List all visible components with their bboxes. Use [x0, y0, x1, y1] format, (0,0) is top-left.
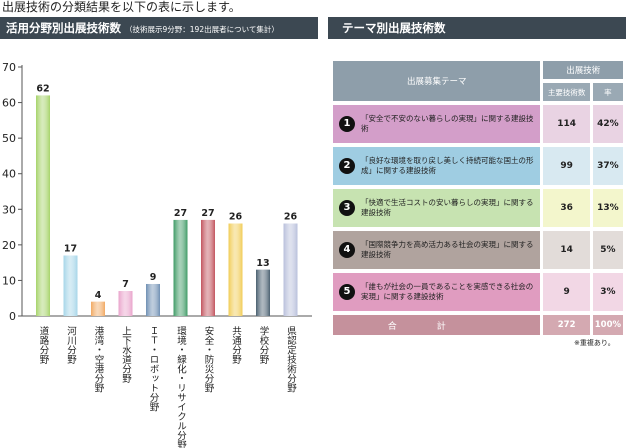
y-tick-label: 70: [2, 61, 16, 74]
count-cell: 36: [543, 189, 590, 227]
footnote: ※重複あり。: [574, 339, 615, 347]
theme-number-badge: 2: [339, 158, 355, 174]
bar-shine: [118, 291, 133, 316]
bar-value-label: 27: [201, 208, 214, 219]
bar-chart: 0 10 20 30 40 50 60 70 62 道路分野 17 河川分野 4 港湾・空港分野 7 上下水道…: [2, 61, 312, 448]
theme-number-badge: 3: [339, 200, 355, 216]
category-label: 港湾・空港分野: [93, 325, 105, 392]
rate-cell: 13%: [592, 189, 623, 227]
rate-cell: 5%: [592, 231, 623, 269]
y-tick-label: 30: [2, 203, 16, 216]
count-cell: 99: [543, 147, 590, 185]
theme-cell: 4 「国際競争力を高め活力ある社会の実現」に関する建設技術: [333, 231, 541, 269]
header-count: 主要技術数: [543, 83, 590, 101]
category-label: 県認定技術分野: [285, 326, 297, 393]
bar-value-label: 13: [256, 258, 269, 269]
table-row: 1 「安全で不安のない暮らしの実現」に関する建設技術 114 42%: [333, 105, 623, 143]
table-header-row: 出展募集テーマ 出展技術: [333, 61, 623, 101]
left-panel-title: 活用分野別出展技術数: [6, 21, 121, 35]
category-label: 安全・防災分野: [203, 325, 215, 392]
count-cell: 114: [543, 105, 590, 143]
bar-value-label: 62: [36, 83, 49, 94]
theme-cell: 5 「誰もが社会の一員であることを実感できる社会の実現」に関する建設技術: [333, 273, 541, 311]
bar-shine: [91, 301, 105, 316]
table-body: 1 「安全で不安のない暮らしの実現」に関する建設技術 114 42% 2 「良好な環境を取…: [333, 105, 623, 311]
table-total-row: 合計 272 100%: [333, 315, 623, 335]
intro-text: 出展技術の分類結果を以下の表に示します。: [2, 0, 241, 14]
theme-text: 「良好な環境を取り戻し美しく持続可能な国土の形成」に関する建設技術: [361, 156, 534, 175]
theme-number-badge: 1: [339, 116, 355, 132]
bar-shine: [63, 255, 78, 316]
bar-value-label: 26: [229, 212, 243, 223]
category-label: 環境・緑化・リサイクル分野: [175, 326, 187, 448]
category-label: 学校分野: [258, 325, 270, 364]
bar-value-label: 27: [174, 208, 187, 219]
theme-cell: 3 「快適で生活コストの安い暮らしの実現」に関する建設技術: [333, 189, 541, 227]
bar-value-label: 4: [95, 290, 102, 301]
header-group: 出展技術: [543, 61, 623, 79]
left-panel-header: 活用分野別出展技術数 （技術展示9分野：192出展者について集計）: [0, 17, 318, 39]
category-label: 共通分野: [230, 326, 242, 364]
header-rate: 率: [592, 83, 623, 101]
table-row: 2 「良好な環境を取り戻し美しく持続可能な国土の形成」に関する建設技術 99 37%: [333, 147, 623, 185]
table-row: 3 「快適で生活コストの安い暮らしの実現」に関する建設技術 36 13%: [333, 189, 623, 227]
count-cell: 14: [543, 231, 590, 269]
total-rate: 100%: [592, 315, 623, 335]
total-count: 272: [543, 315, 590, 335]
theme-number-badge: 4: [339, 242, 355, 258]
theme-cell: 1 「安全で不安のない暮らしの実現」に関する建設技術: [333, 105, 541, 143]
table-row: 4 「国際競争力を高め活力ある社会の実現」に関する建設技術 14 5%: [333, 231, 623, 269]
category-label: 道路分野: [38, 325, 50, 364]
rate-cell: 37%: [592, 147, 623, 185]
y-tick-label: 0: [9, 310, 16, 323]
rate-cell: 42%: [592, 105, 623, 143]
left-panel-subtitle: （技術展示9分野：192出展者について集計）: [125, 25, 279, 34]
y-tick-label: 60: [2, 97, 16, 110]
right-panel-header: テーマ別出展技術数: [328, 17, 626, 39]
bar-shine: [228, 223, 243, 316]
category-label: 河川分野: [65, 325, 77, 364]
header-theme: 出展募集テーマ: [333, 61, 541, 101]
theme-text: 「安全で不安のない暮らしの実現」に関する建設技術: [361, 114, 534, 133]
bar-shine: [283, 223, 298, 316]
y-tick-label: 50: [2, 132, 16, 145]
theme-cell: 2 「良好な環境を取り戻し美しく持続可能な国土の形成」に関する建設技術: [333, 147, 541, 185]
bar-shine: [36, 95, 50, 316]
bar-shine: [146, 283, 160, 316]
count-cell: 9: [543, 273, 590, 311]
bar-shine: [173, 219, 188, 316]
table-row: 5 「誰もが社会の一員であることを実感できる社会の実現」に関する建設技術 9 3%: [333, 273, 623, 311]
bar-value-label: 26: [284, 212, 298, 223]
bar-value-label: 9: [150, 272, 157, 283]
bar-shine: [256, 269, 270, 316]
bar-value-label: 17: [64, 244, 77, 255]
category-label: ＩＴ・ロボット分野: [148, 326, 160, 412]
table-subheader-row: 主要技術数 率: [333, 83, 623, 101]
y-tick-label: 40: [2, 168, 16, 181]
rate-cell: 3%: [592, 273, 623, 311]
y-tick-label: 20: [2, 239, 16, 252]
category-label: 上下水道分野: [120, 326, 132, 383]
y-tick-label: 10: [2, 274, 16, 287]
bar-value-label: 7: [122, 279, 129, 290]
theme-text: 「快適で生活コストの安い暮らしの実現」に関する建設技術: [361, 198, 534, 217]
theme-table: 出展募集テーマ 出展技術 主要技術数 率 1 「安全で不安のない暮らしの実現」に関…: [330, 57, 626, 339]
theme-number-badge: 5: [339, 284, 355, 300]
total-label: 合計: [333, 315, 541, 335]
bar-shine: [201, 219, 215, 316]
theme-text: 「国際競争力を高め活力ある社会の実現」に関する建設技術: [361, 240, 534, 259]
theme-text: 「誰もが社会の一員であることを実感できる社会の実現」に関する建設技術: [361, 282, 534, 301]
right-panel-title: テーマ別出展技術数: [342, 21, 446, 35]
